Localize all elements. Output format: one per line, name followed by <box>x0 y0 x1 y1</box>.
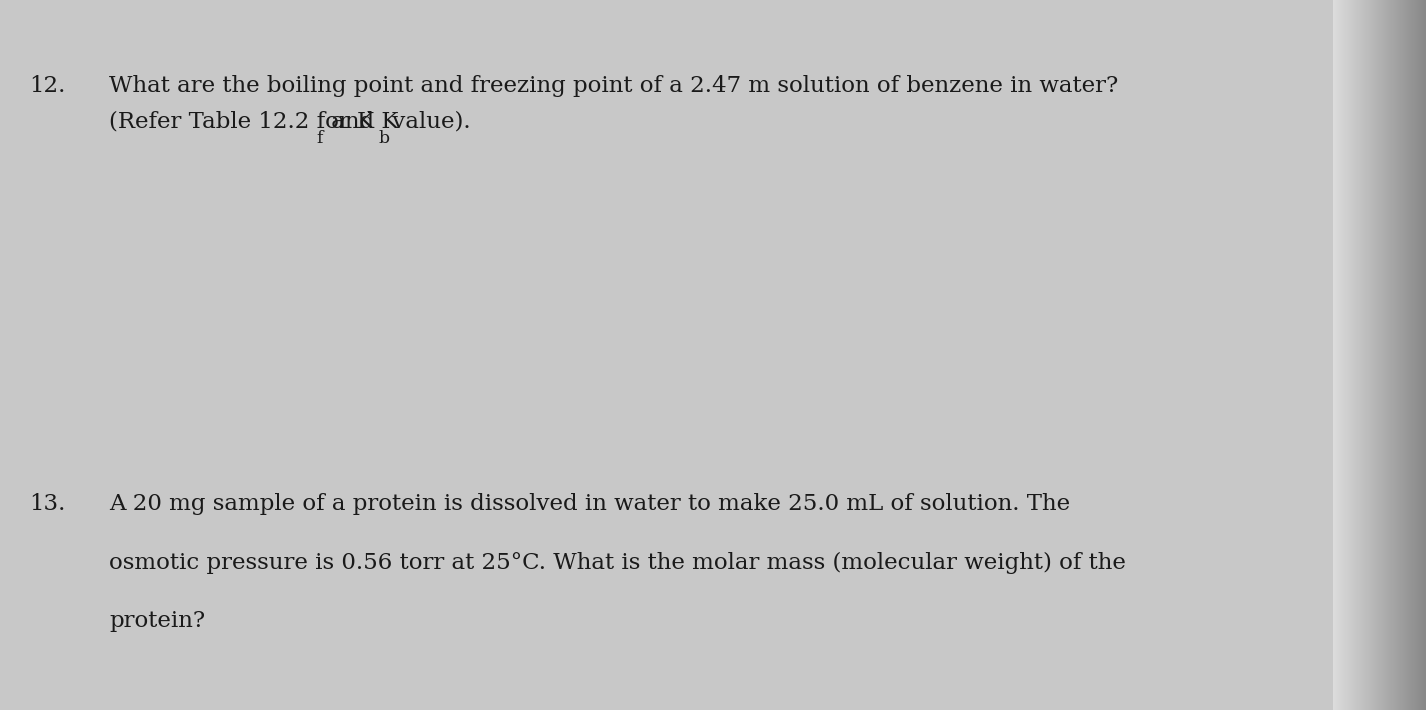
Text: 12.: 12. <box>30 75 66 97</box>
Text: protein?: protein? <box>110 610 205 632</box>
Text: f: f <box>317 131 324 148</box>
Text: (Refer Table 12.2 for K: (Refer Table 12.2 for K <box>110 111 375 133</box>
Text: b: b <box>378 131 389 148</box>
Text: osmotic pressure is 0.56 torr at 25°C. What is the molar mass (molecular weight): osmotic pressure is 0.56 torr at 25°C. W… <box>110 552 1127 574</box>
Text: value).: value). <box>385 111 471 133</box>
Text: What are the boiling point and freezing point of a 2.47 m solution of benzene in: What are the boiling point and freezing … <box>110 75 1118 97</box>
Text: A 20 mg sample of a protein is dissolved in water to make 25.0 mL of solution. T: A 20 mg sample of a protein is dissolved… <box>110 493 1071 515</box>
Text: and K: and K <box>324 111 398 133</box>
Text: 13.: 13. <box>30 493 66 515</box>
